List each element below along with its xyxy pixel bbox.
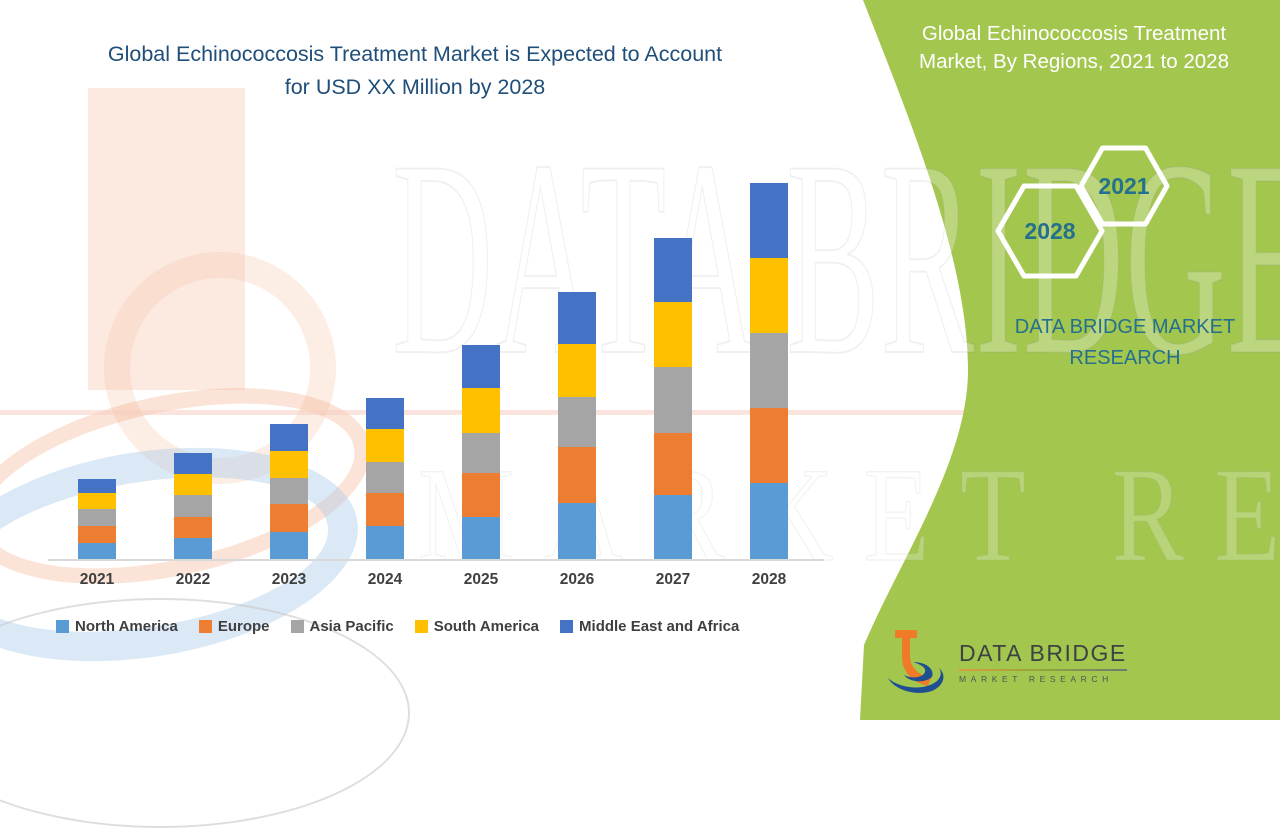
bar-segment-europe: [654, 433, 692, 495]
legend-label: South America: [433, 618, 540, 635]
x-axis-label-2025: 2025: [463, 571, 499, 588]
x-axis-label-2021: 2021: [79, 571, 115, 588]
stacked-bar-2025: [462, 345, 500, 559]
brand-caption: DATA BRIDGE MARKET RESEARCH: [1000, 312, 1250, 374]
bar-segment-middle-east-and-africa: [270, 424, 308, 451]
legend-swatch-icon: [198, 620, 212, 633]
bar-segment-south-america: [174, 474, 212, 495]
bar-segment-asia-pacific: [366, 462, 404, 493]
sidebar-title-line2: Market, By Regions, 2021 to 2028: [919, 50, 1229, 73]
stacked-bar-plot: [0, 183, 860, 559]
data-bridge-logo: DATA BRIDGE MARKET RESEARCH: [885, 616, 1127, 708]
bar-segment-middle-east-and-africa: [750, 183, 788, 258]
bar-segment-north-america: [750, 483, 788, 559]
stacked-bar-2021: [78, 479, 116, 559]
x-axis-label-2022: 2022: [175, 571, 211, 588]
chart-title: Global Echinococcosis Treatment Market i…: [55, 38, 775, 104]
bar-segment-south-america: [366, 429, 404, 462]
x-axis-label-2026: 2026: [559, 571, 595, 588]
x-axis-label-2024: 2024: [367, 571, 403, 588]
x-axis-label-2028: 2028: [751, 571, 787, 588]
x-axis-label-2027: 2027: [655, 571, 691, 588]
stacked-bar-2022: [174, 453, 212, 559]
data-bridge-logo-icon: [888, 630, 944, 693]
bar-segment-south-america: [78, 493, 116, 509]
legend-swatch-icon: [560, 620, 574, 633]
bar-segment-north-america: [366, 526, 404, 559]
bar-segment-asia-pacific: [750, 333, 788, 408]
bar-segment-asia-pacific: [78, 509, 116, 526]
bar-segment-europe: [558, 447, 596, 503]
bar-segment-europe: [78, 526, 116, 543]
bar-segment-south-america: [558, 344, 596, 397]
chart-legend: North America Europe Asia Pacific South Ame…: [56, 618, 739, 635]
bar-segment-asia-pacific: [654, 367, 692, 433]
legend-label: Europe: [217, 618, 270, 635]
bar-segment-europe: [462, 473, 500, 517]
bar-segment-south-america: [750, 258, 788, 333]
legend-label: Asia Pacific: [309, 618, 394, 635]
brand-caption-line2: RESEARCH: [1069, 347, 1181, 369]
bar-segment-middle-east-and-africa: [78, 479, 116, 493]
sidebar-title: Global Echinococcosis Treatment Market, …: [878, 20, 1270, 76]
logo-text-block: DATA BRIDGE MARKET RESEARCH: [959, 640, 1127, 684]
stacked-bar-2026: [558, 292, 596, 559]
bar-segment-europe: [366, 493, 404, 526]
bar-segment-asia-pacific: [462, 433, 500, 473]
legend-label: North America: [75, 618, 178, 635]
bar-segment-asia-pacific: [558, 397, 596, 447]
bar-segment-middle-east-and-africa: [462, 345, 500, 388]
stacked-bar-2027: [654, 238, 692, 559]
bar-segment-north-america: [654, 495, 692, 559]
legend-swatch-icon: [290, 620, 304, 633]
bar-segment-europe: [750, 408, 788, 483]
x-axis-label-2023: 2023: [271, 571, 307, 588]
brand-caption-line1: DATA BRIDGE MARKET: [1014, 316, 1236, 338]
bar-segment-north-america: [558, 503, 596, 559]
chart-title-line2: for USD XX Million by 2028: [284, 75, 546, 99]
bar-segment-north-america: [270, 532, 308, 559]
legend-item-europe: Europe: [198, 618, 270, 635]
bar-segment-europe: [270, 504, 308, 532]
x-axis-labels: 2021 2022 2023 2024 2025 2026 2027 2028: [0, 571, 860, 593]
legend-label: Middle East and Africa: [579, 618, 740, 635]
logo-underline: [959, 669, 1127, 671]
bar-segment-south-america: [462, 388, 500, 433]
bar-segment-north-america: [462, 517, 500, 559]
bar-segment-south-america: [654, 302, 692, 367]
legend-item-asia-pacific: Asia Pacific: [290, 618, 394, 635]
bar-segment-middle-east-and-africa: [174, 453, 212, 474]
chart-title-line1: Global Echinococcosis Treatment Market i…: [107, 42, 723, 66]
legend-item-north-america: North America: [56, 618, 178, 635]
bar-segment-asia-pacific: [270, 478, 308, 504]
logo-name: DATA BRIDGE: [959, 640, 1127, 666]
bar-segment-middle-east-and-africa: [366, 398, 404, 429]
stacked-bar-2023: [270, 424, 308, 559]
legend-item-south-america: South America: [414, 618, 540, 635]
bar-segment-middle-east-and-africa: [654, 238, 692, 302]
bar-segment-north-america: [174, 538, 212, 559]
x-axis-line: [48, 559, 824, 561]
bar-segment-middle-east-and-africa: [558, 292, 596, 344]
stacked-bar-2024: [366, 398, 404, 559]
legend-swatch-icon: [56, 620, 69, 633]
stacked-bar-2028: [750, 183, 788, 559]
legend-swatch-icon: [414, 620, 428, 633]
bar-segment-europe: [174, 517, 212, 538]
sidebar-title-line1: Global Echinococcosis Treatment: [921, 22, 1227, 45]
bar-segment-north-america: [78, 543, 116, 559]
bar-segment-asia-pacific: [174, 495, 212, 517]
logo-subtitle: MARKET RESEARCH: [959, 674, 1113, 684]
legend-item-middle-east-and-africa: Middle East and Africa: [560, 618, 739, 635]
bar-segment-south-america: [270, 451, 308, 478]
